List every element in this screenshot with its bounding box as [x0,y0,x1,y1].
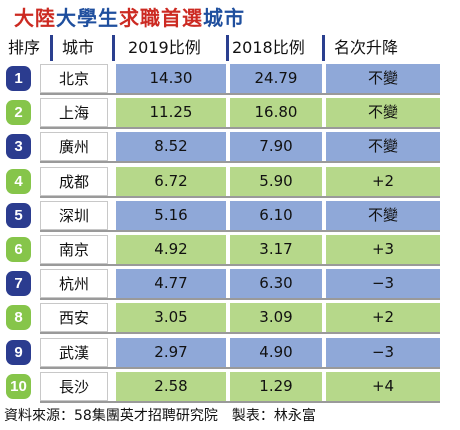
rank-change-cell: +2 [326,303,440,332]
row-underline [40,367,440,369]
value-2019-cell: 2.97 [116,338,226,367]
rank-badge: 7 [6,271,31,296]
rank-badge: 9 [6,340,31,365]
value-2019-cell: 14.30 [116,64,226,93]
rank-badge: 2 [6,100,31,125]
rank-change-cell: +3 [326,235,440,264]
header-2019: 2019比例 [128,38,201,57]
value-2019-cell: 3.05 [116,303,226,332]
rank-badge: 10 [6,374,31,399]
city-cell: 武漢 [40,338,108,367]
header-separator [112,35,115,61]
value-2018-cell: 7.90 [230,132,322,161]
header-city: 城市 [62,38,95,57]
row-underline [40,401,440,403]
value-2018-cell: 5.90 [230,167,322,196]
header-separator [226,35,229,61]
value-2018-cell: 24.79 [230,64,322,93]
value-2018-cell: 1.29 [230,372,322,401]
title-part-3: 求職首選 [119,6,203,30]
rank-badge: 1 [6,66,31,91]
city-cell: 長沙 [40,372,108,401]
header-rank: 排序 [8,38,41,57]
city-cell: 深圳 [40,201,108,230]
rank-badge: 8 [6,305,31,330]
row-underline [40,93,440,95]
value-2019-cell: 4.77 [116,269,226,298]
row-underline [40,196,440,198]
city-cell: 杭州 [40,269,108,298]
rank-change-cell: +4 [326,372,440,401]
rank-change-cell: +2 [326,167,440,196]
title-part-1: 大陸 [14,6,56,30]
rank-badge: 6 [6,237,31,262]
header-separator [322,35,325,61]
value-2018-cell: 16.80 [230,98,322,127]
row-underline [40,298,440,300]
value-2018-cell: 6.10 [230,201,322,230]
rank-badge: 5 [6,203,31,228]
header-change: 名次升降 [334,38,399,57]
chart-title: 大陸大學生求職首選城市 [14,2,245,31]
rank-change-cell: −3 [326,269,440,298]
value-2018-cell: 6.30 [230,269,322,298]
value-2019-cell: 4.92 [116,235,226,264]
row-underline [40,332,440,334]
city-cell: 西安 [40,303,108,332]
rank-badge: 4 [6,169,31,194]
value-2018-cell: 3.09 [230,303,322,332]
value-2019-cell: 8.52 [116,132,226,161]
row-underline [40,161,440,163]
rank-badge: 3 [6,134,31,159]
rank-change-cell: −3 [326,338,440,367]
row-underline [40,264,440,266]
row-underline [40,230,440,232]
header-separator [50,35,53,61]
value-2019-cell: 11.25 [116,98,226,127]
city-cell: 廣州 [40,132,108,161]
rank-change-cell: 不變 [326,98,440,127]
source-footer: 資料來源：58集團英才招聘研究院 製表：林永富 [4,408,316,424]
city-cell: 南京 [40,235,108,264]
rank-change-cell: 不變 [326,132,440,161]
title-part-2: 大學生 [56,6,119,30]
rank-change-cell: 不變 [326,201,440,230]
rank-change-cell: 不變 [326,64,440,93]
value-2019-cell: 5.16 [116,201,226,230]
value-2019-cell: 2.58 [116,372,226,401]
header-2018: 2018比例 [232,38,305,57]
value-2018-cell: 4.90 [230,338,322,367]
value-2019-cell: 6.72 [116,167,226,196]
city-cell: 成都 [40,167,108,196]
city-cell: 北京 [40,64,108,93]
city-cell: 上海 [40,98,108,127]
row-underline [40,127,440,129]
value-2018-cell: 3.17 [230,235,322,264]
title-part-4: 城市 [203,6,245,30]
